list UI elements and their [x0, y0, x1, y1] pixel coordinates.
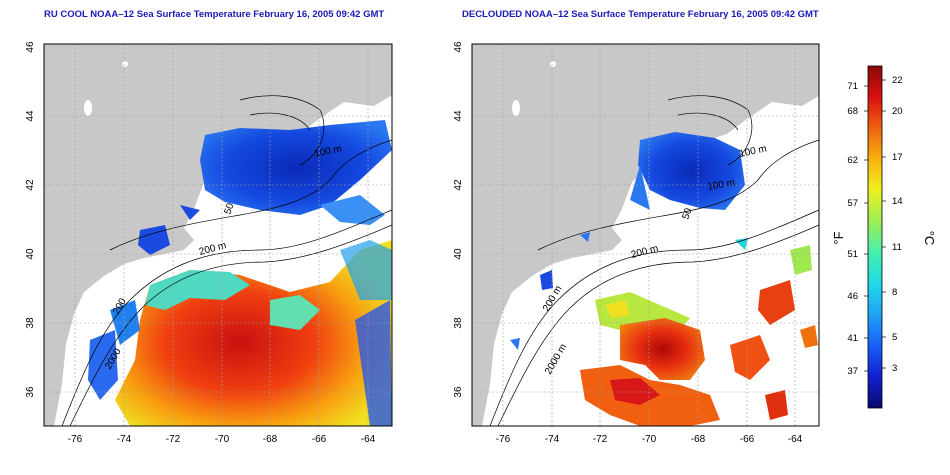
fahrenheit-axis-label: °F — [831, 231, 846, 244]
lat-tick-label: 40 — [453, 248, 464, 260]
celsius-tick: 14 — [892, 196, 903, 207]
lon-tick-label: -76 — [496, 434, 511, 445]
left-lon-axis: -76 -74 -72 -70 -68 -66 -64 — [68, 434, 376, 445]
fahrenheit-tick: 37 — [847, 366, 858, 377]
right-map-title: DECLOUDED NOAA–12 Sea Surface Temperatur… — [462, 9, 819, 20]
temperature-colorbar: 71 68 62 57 51 46 41 37 22 20 17 14 11 8… — [831, 65, 937, 409]
lon-tick-label: -70 — [642, 434, 657, 445]
celsius-axis-label: °C — [922, 231, 937, 246]
lat-tick-label: 46 — [25, 41, 36, 53]
fahrenheit-tick: 57 — [847, 198, 858, 209]
lat-tick-label: 44 — [453, 110, 464, 122]
lat-tick-label: 40 — [25, 248, 36, 260]
celsius-tick: 11 — [892, 242, 902, 253]
lat-tick-label: 42 — [453, 179, 464, 191]
fahrenheit-tick: 68 — [847, 106, 858, 117]
lat-tick-label: 36 — [453, 386, 464, 398]
left-contour-label: 50 — [222, 201, 236, 216]
right-contour-label: 50 — [680, 206, 694, 221]
lat-tick-label: 36 — [25, 386, 36, 398]
lon-tick-label: -64 — [788, 434, 803, 445]
lon-tick-label: -68 — [691, 434, 706, 445]
lon-tick-label: -76 — [68, 434, 83, 445]
fahrenheit-tick: 71 — [847, 81, 858, 92]
right-contour-label: 100 m — [707, 177, 736, 193]
fahrenheit-tick: 46 — [847, 291, 858, 302]
lon-tick-label: -66 — [312, 434, 327, 445]
left-lat-axis: 36 38 40 42 44 46 — [25, 41, 36, 398]
lon-tick-label: -64 — [361, 434, 376, 445]
celsius-tick: 20 — [892, 106, 903, 117]
lon-tick-label: -68 — [263, 434, 278, 445]
lon-tick-label: -66 — [740, 434, 755, 445]
celsius-tick: 8 — [892, 287, 897, 298]
left-map-panel: 100 m 50 200 m 200 2000 -76 -74 -72 -70 … — [25, 41, 393, 445]
lon-tick-label: -70 — [215, 434, 230, 445]
fahrenheit-tick: 41 — [847, 333, 858, 344]
lon-tick-label: -72 — [593, 434, 608, 445]
celsius-tick: 17 — [892, 152, 903, 163]
celsius-tick: 5 — [892, 332, 897, 343]
lat-tick-label: 38 — [25, 317, 36, 329]
lat-tick-label: 42 — [25, 179, 36, 191]
lat-tick-label: 44 — [25, 110, 36, 122]
lon-tick-label: -74 — [117, 434, 132, 445]
right-map-panel: 100 m 100 m 50 200 m 200 m 2000 m -76 -7… — [453, 41, 820, 445]
left-map-title: RU COOL NOAA–12 Sea Surface Temperature … — [44, 9, 385, 20]
lat-tick-label: 38 — [453, 317, 464, 329]
celsius-tick: 22 — [892, 75, 903, 86]
fahrenheit-tick: 51 — [847, 249, 858, 260]
fahrenheit-tick: 62 — [847, 155, 858, 166]
celsius-tick: 3 — [892, 363, 897, 374]
lon-tick-label: -72 — [166, 434, 181, 445]
right-lon-axis: -76 -74 -72 -70 -68 -66 -64 — [496, 434, 803, 445]
right-lat-axis: 36 38 40 42 44 46 — [453, 41, 464, 398]
lat-tick-label: 46 — [453, 41, 464, 53]
lon-tick-label: -74 — [545, 434, 560, 445]
